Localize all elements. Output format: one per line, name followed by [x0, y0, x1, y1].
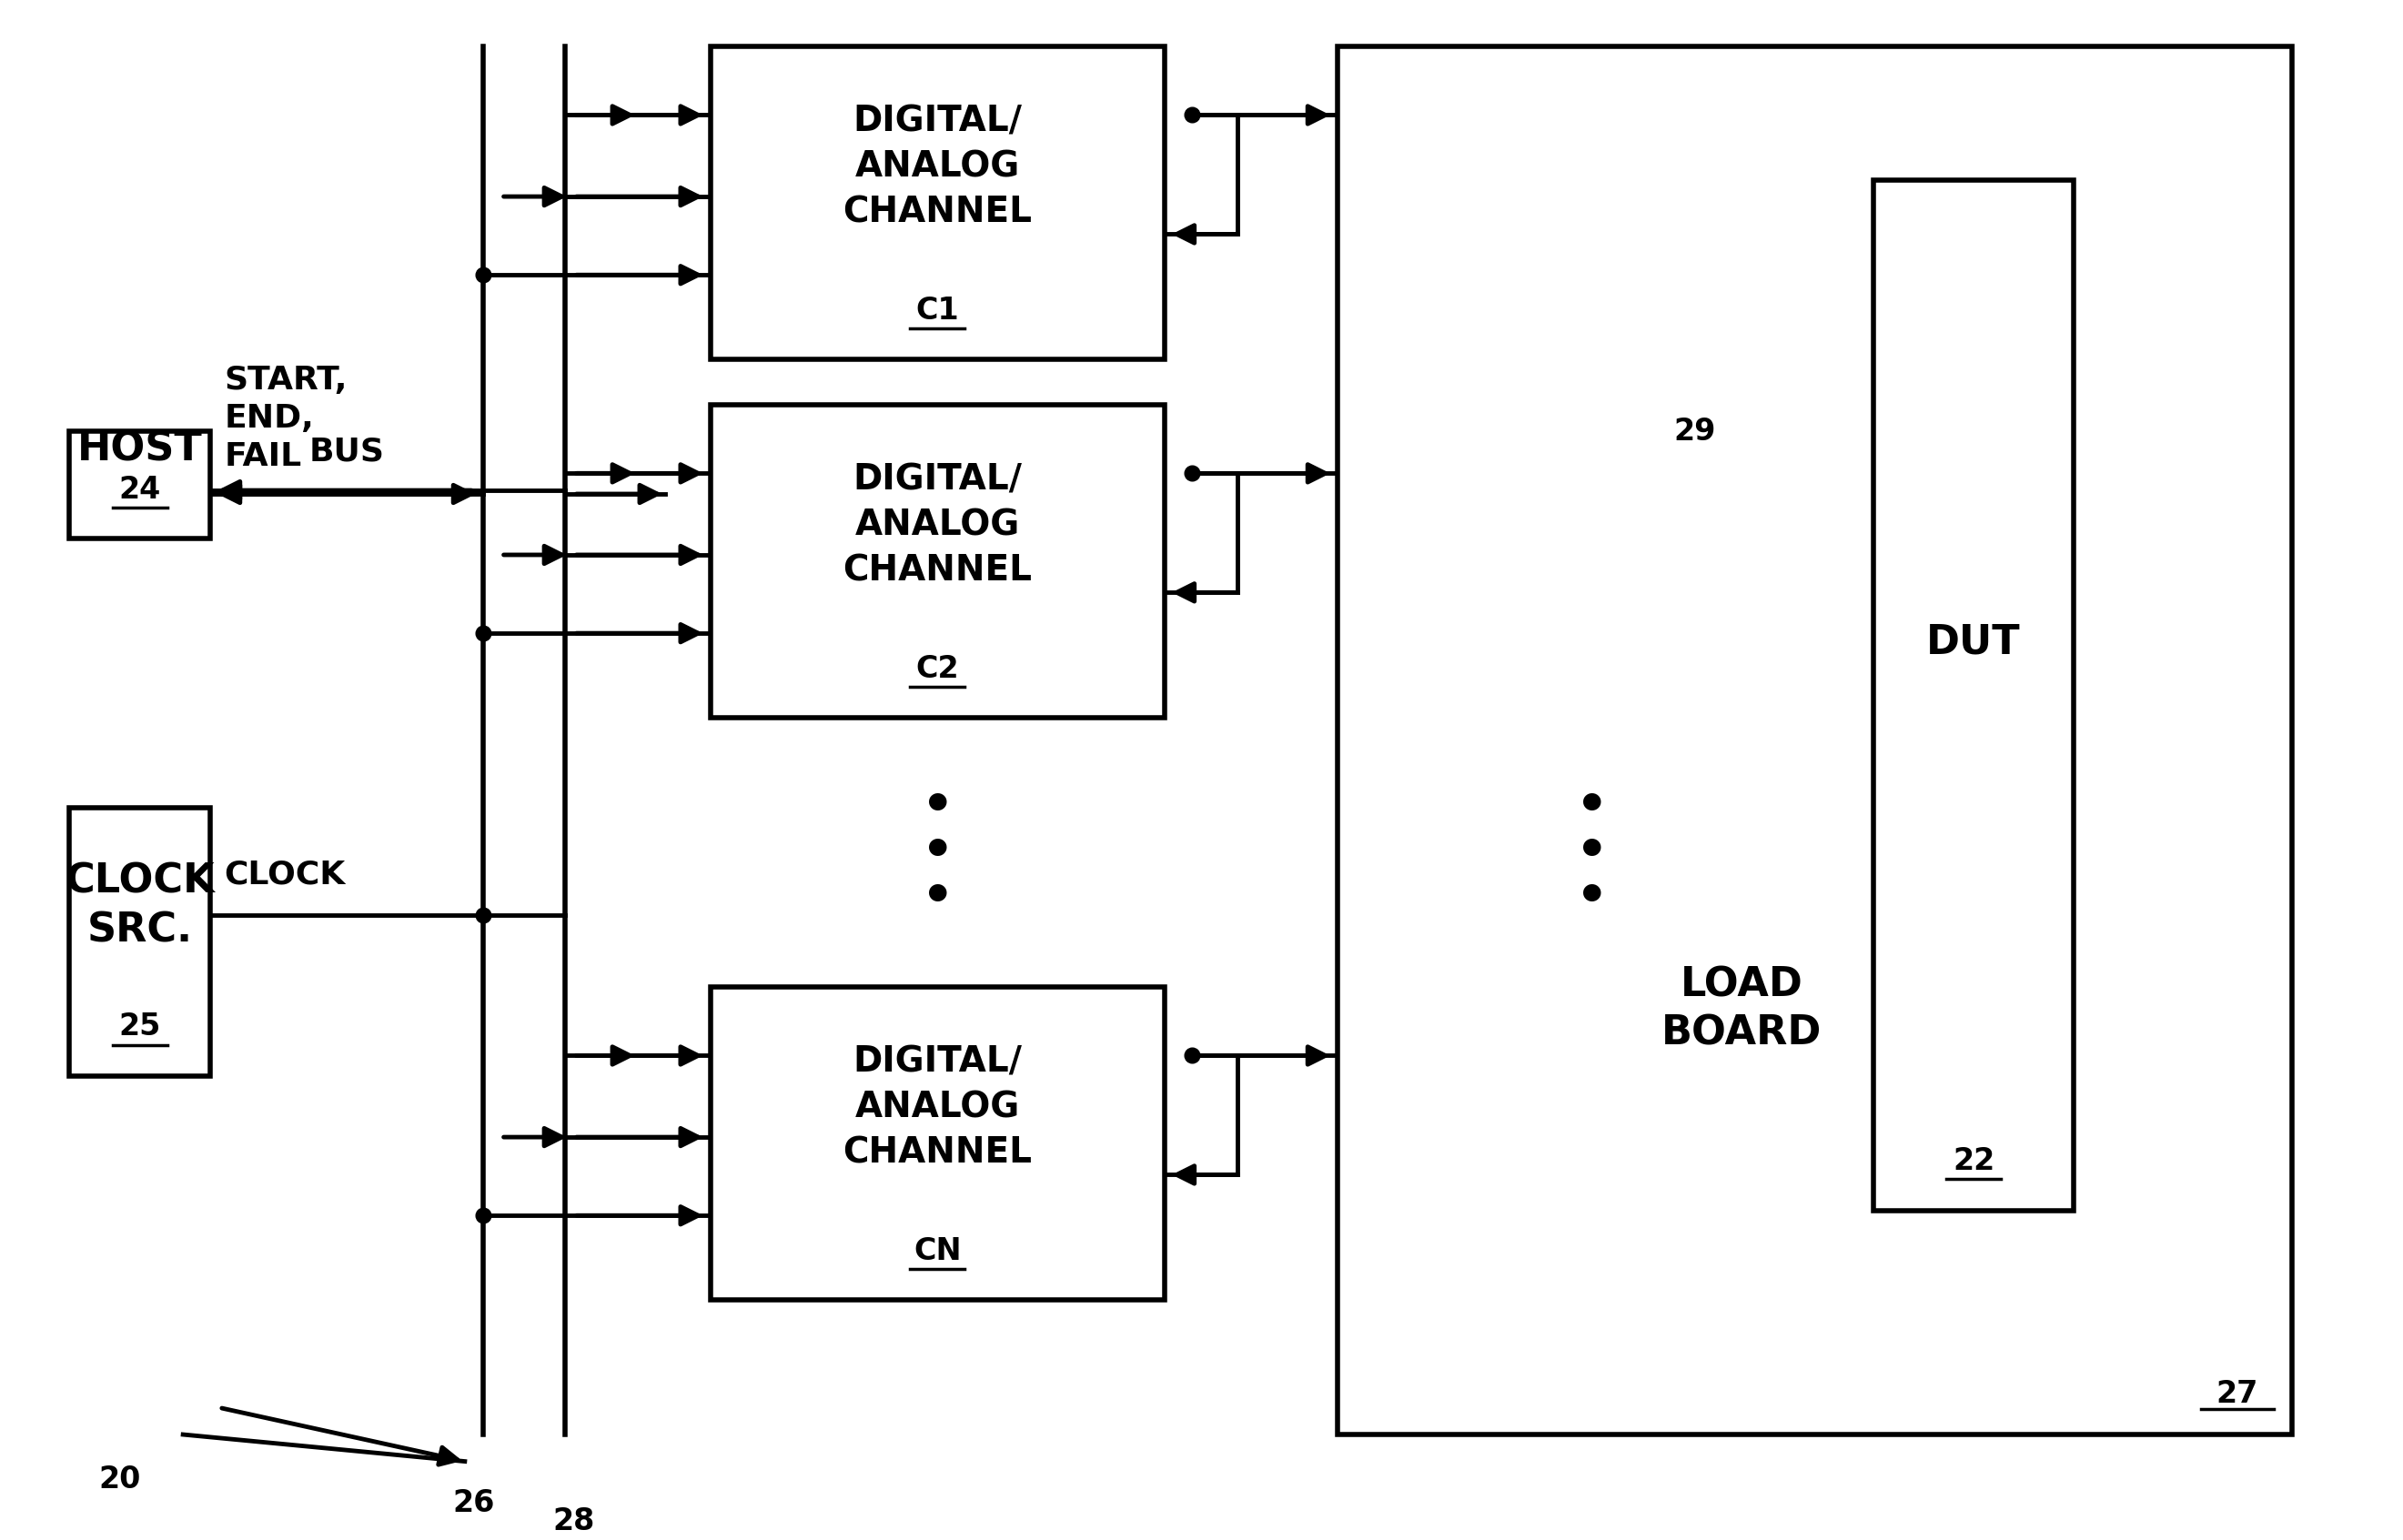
Text: CN: CN — [913, 1237, 961, 1266]
Text: 28: 28 — [553, 1506, 596, 1537]
Text: 26: 26 — [452, 1488, 495, 1518]
Bar — [711, 405, 1165, 718]
Text: 24: 24 — [118, 474, 161, 505]
Text: •
•
•: • • • — [1576, 782, 1608, 922]
Text: DIGITAL/
ANALOG
CHANNEL: DIGITAL/ ANALOG CHANNEL — [843, 105, 1031, 229]
Text: DUT: DUT — [1927, 622, 2021, 661]
Text: C2: C2 — [916, 653, 959, 684]
Text: CLOCK: CLOCK — [223, 859, 346, 890]
Bar — [711, 46, 1165, 359]
Text: 20: 20 — [99, 1465, 139, 1494]
Text: CLOCK
SRC.: CLOCK SRC. — [65, 862, 214, 950]
Text: 29: 29 — [1672, 416, 1716, 447]
Text: 25: 25 — [118, 1012, 161, 1043]
Text: 22: 22 — [1954, 1146, 1994, 1177]
Bar — [70, 807, 211, 1076]
Text: START,
END,
FAIL: START, END, FAIL — [223, 365, 346, 473]
Text: DIGITAL/
ANALOG
CHANNEL: DIGITAL/ ANALOG CHANNEL — [843, 462, 1031, 588]
Text: •
•
•: • • • — [920, 782, 954, 922]
Text: LOAD
BOARD: LOAD BOARD — [1660, 966, 1821, 1053]
Text: DIGITAL/
ANALOG
CHANNEL: DIGITAL/ ANALOG CHANNEL — [843, 1044, 1031, 1170]
Text: C1: C1 — [916, 296, 959, 325]
Text: 27: 27 — [2216, 1380, 2259, 1409]
Bar — [1338, 46, 2292, 1435]
Bar — [1874, 180, 2074, 1210]
Bar — [70, 431, 211, 539]
Bar — [711, 987, 1165, 1300]
Text: BUS: BUS — [310, 436, 384, 467]
Text: HOST: HOST — [77, 430, 202, 468]
